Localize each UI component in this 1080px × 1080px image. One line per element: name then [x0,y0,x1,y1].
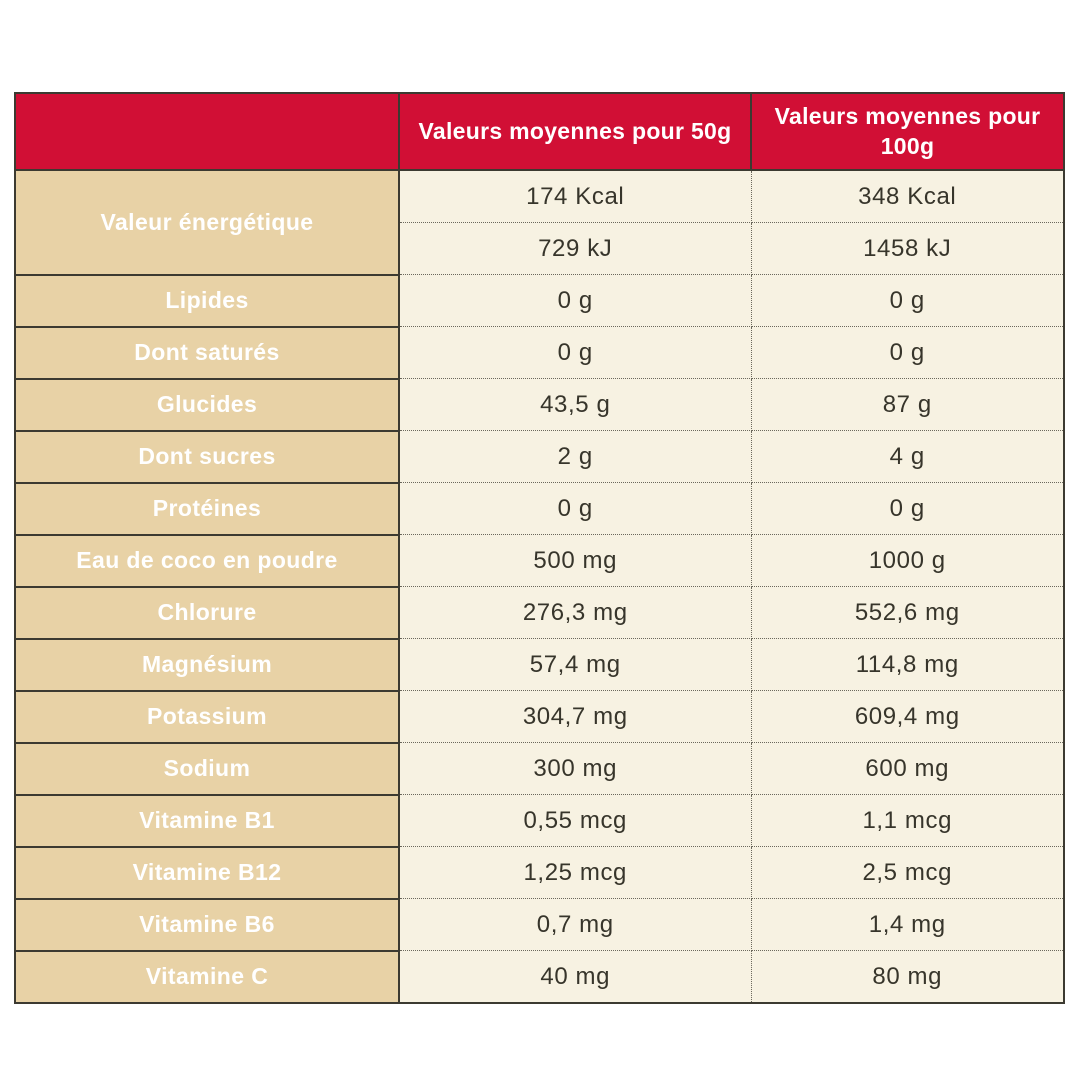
row-label: Dont saturés [14,325,400,380]
value-100g-cell: 114,8 mg [750,638,1065,691]
table-header: Valeurs moyennes pour 50g Valeurs moyenn… [14,92,1065,171]
header-col-50g: Valeurs moyennes pour 50g [398,92,752,171]
value-50g-cell: 0 g [398,482,752,535]
table-row: Vitamine B12 1,25 mcg 2,5 mcg [14,845,1065,900]
row-label: Vitamine C [14,949,400,1004]
row-label: Potassium [14,689,400,744]
table-row: Chlorure 276,3 mg 552,6 mg [14,585,1065,640]
value-50g-cell: 300 mg [398,742,752,795]
value-50g-cell: 0,7 mg [398,898,752,951]
value-100g-cell: 552,6 mg [750,586,1065,639]
nutrition-table-container: Valeurs moyennes pour 50g Valeurs moyenn… [14,92,1065,1004]
value-50g-cell: 174 Kcal [398,169,752,223]
row-label: Magnésium [14,637,400,692]
row-label: Lipides [14,273,400,328]
table-row: Potassium 304,7 mg 609,4 mg [14,689,1065,744]
nutrition-table: Valeurs moyennes pour 50g Valeurs moyenn… [14,92,1065,1004]
table-row: 729 kJ 1458 kJ [15,222,1065,275]
value-100g-cell: 0 g [750,274,1065,327]
table-row: Glucides 43,5 g 87 g [14,377,1065,432]
value-50g-cell: 304,7 mg [398,690,752,743]
table-row: Valeur énergétique 174 Kcal 348 Kcal [14,169,1065,276]
value-100g-cell: 609,4 mg [750,690,1065,743]
value-50g-cell: 2 g [398,430,752,483]
header-empty-cell [14,92,400,171]
value-100g-cell: 80 mg [750,950,1065,1004]
table-row: Vitamine B1 0,55 mcg 1,1 mcg [14,793,1065,848]
row-label: Valeur énergétique [14,169,400,276]
value-100g-cell: 0 g [750,482,1065,535]
table-row: Sodium 300 mg 600 mg [14,741,1065,796]
row-label: Eau de coco en poudre [14,533,400,588]
value-50g-cell: 276,3 mg [398,586,752,639]
value-100g-cell: 87 g [750,378,1065,431]
value-50g-cell: 57,4 mg [398,638,752,691]
row-label: Glucides [14,377,400,432]
table-row: Vitamine C 40 mg 80 mg [14,949,1065,1004]
header-col-100g: Valeurs moyennes pour 100g [750,92,1065,171]
value-100g-cell: 0 g [750,326,1065,379]
table-row: Magnésium 57,4 mg 114,8 mg [14,637,1065,692]
value-100g-cell: 348 Kcal [750,169,1065,223]
value-100g-cell: 1,1 mcg [750,794,1065,847]
row-label: Chlorure [14,585,400,640]
value-50g-cell: 729 kJ [398,222,752,275]
table-row: Eau de coco en poudre 500 mg 1000 g [14,533,1065,588]
table-body: Valeur énergétique 174 Kcal 348 Kcal 729 kJ… [14,169,1065,1004]
value-50g-cell: 0 g [398,326,752,379]
value-50g-cell: 0 g [398,274,752,327]
value-50g-cell: 0,55 mcg [398,794,752,847]
value-50g-cell: 500 mg [398,534,752,587]
row-label: Dont sucres [14,429,400,484]
row-label: Protéines [14,481,400,536]
row-label: Vitamine B12 [14,845,400,900]
value-100g-cell: 2,5 mcg [750,846,1065,899]
value-100g-cell: 1,4 mg [750,898,1065,951]
table-row: Vitamine B6 0,7 mg 1,4 mg [14,897,1065,952]
row-label: Vitamine B1 [14,793,400,848]
header-row: Valeurs moyennes pour 50g Valeurs moyenn… [14,92,1065,171]
value-50g-cell: 1,25 mcg [398,846,752,899]
value-50g-cell: 43,5 g [398,378,752,431]
value-100g-cell: 1458 kJ [750,222,1065,275]
value-100g-cell: 1000 g [750,534,1065,587]
value-100g-cell: 600 mg [750,742,1065,795]
row-label: Sodium [14,741,400,796]
value-50g-cell: 40 mg [398,950,752,1004]
value-100g-cell: 4 g [750,430,1065,483]
row-label: Vitamine B6 [14,897,400,952]
